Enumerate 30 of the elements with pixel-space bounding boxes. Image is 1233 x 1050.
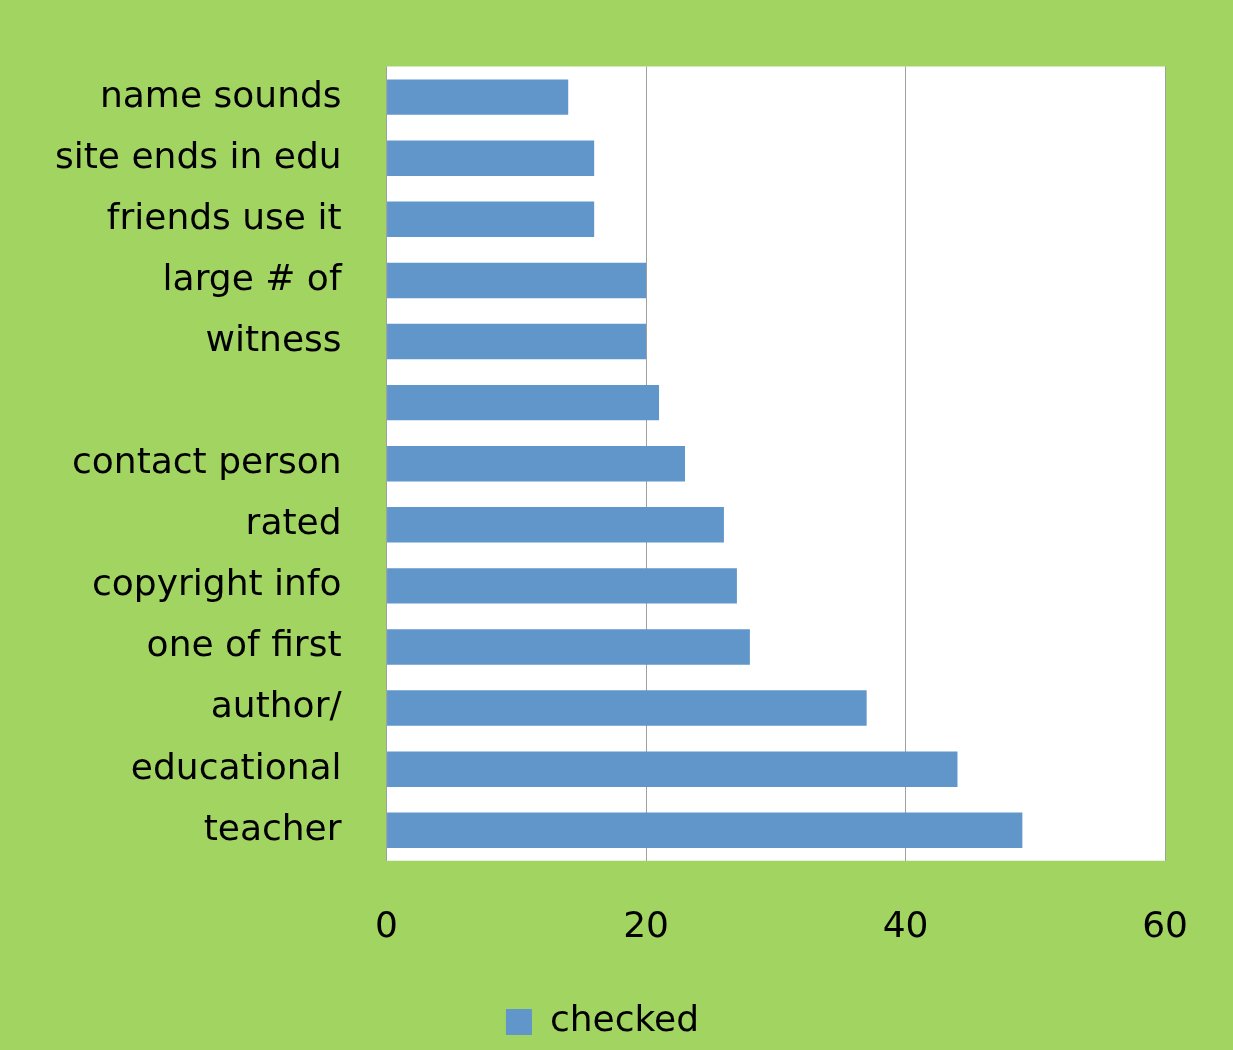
y-tick-label: copyright info: [92, 562, 342, 604]
bar: [387, 445, 685, 482]
y-tick-label: site ends in edu: [55, 134, 342, 176]
bar: [387, 384, 660, 421]
y-tick-label: one of first: [146, 623, 342, 665]
y-tick-label: large # of: [162, 256, 343, 298]
x-tick-label: 60: [1142, 903, 1188, 945]
bar: [387, 751, 958, 787]
bar: [387, 812, 1023, 848]
bar: [387, 201, 595, 238]
bar: [387, 323, 647, 360]
y-tick-label: name sounds: [100, 73, 342, 115]
y-tick-label: rated: [245, 501, 342, 543]
x-tick-label: 20: [623, 903, 669, 945]
y-tick-label: teacher: [203, 806, 342, 848]
y-tick-label: author/: [210, 684, 343, 726]
y-tick-label: educational: [130, 745, 342, 787]
y-tick-label: witness: [205, 317, 342, 359]
bar: [387, 140, 595, 176]
y-tick-label: contact person: [72, 440, 342, 482]
bar: [387, 629, 750, 665]
bar: [387, 79, 569, 115]
bar: [387, 690, 867, 726]
y-tick-label: friends use it: [106, 195, 342, 237]
bar: [387, 262, 647, 299]
legend-label: checked: [549, 998, 700, 1040]
x-tick-label: 40: [882, 903, 929, 945]
bar: [387, 507, 724, 543]
x-tick-label: 0: [375, 903, 399, 945]
bar: [387, 568, 737, 604]
